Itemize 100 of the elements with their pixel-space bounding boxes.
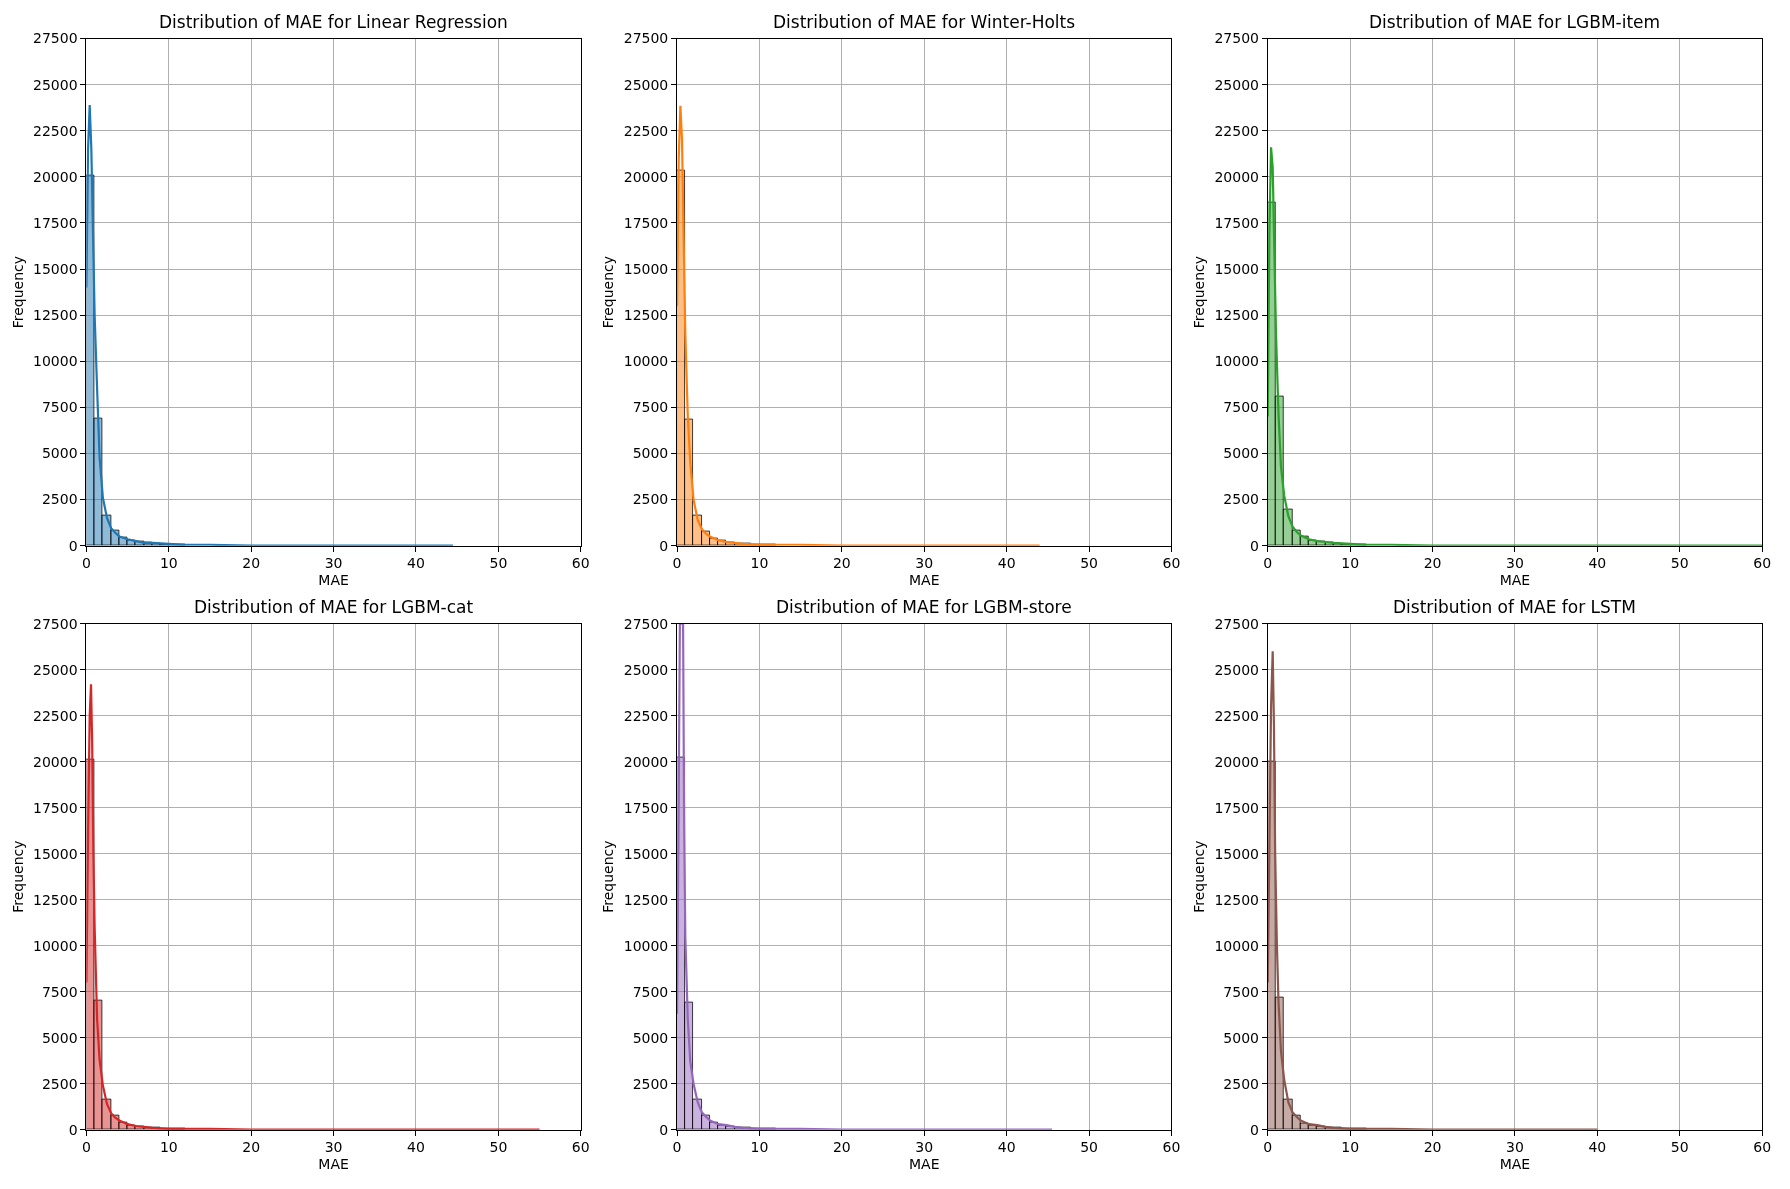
y-tick-label: 25000 (1214, 76, 1259, 93)
x-tick-label: 50 (1080, 1139, 1098, 1156)
y-tick-label: 0 (68, 537, 78, 554)
x-tick-label: 0 (81, 1139, 91, 1156)
y-tick-label: 10000 (623, 937, 669, 954)
y-tick-label: 20000 (1214, 753, 1259, 770)
y-tick-label: 27500 (623, 615, 669, 632)
y-tick-label: 10000 (623, 353, 669, 370)
x-tick-label: 20 (1423, 555, 1442, 572)
y-tick-label: 5000 (632, 445, 669, 462)
chart-title: Distribution of MAE for LGBM-store (776, 597, 1072, 617)
y-tick-label: 25000 (1214, 661, 1259, 678)
y-tick-label: 25000 (33, 76, 78, 93)
y-tick-label: 15000 (1214, 845, 1259, 862)
y-tick-label: 7500 (632, 983, 669, 1000)
x-tick-label: 0 (672, 1139, 682, 1156)
x-tick-label: 40 (407, 555, 425, 572)
x-axis-title: MAE (909, 571, 940, 588)
chart-title: Distribution of MAE for Winter-Holts (773, 12, 1076, 32)
x-tick-label: 20 (832, 555, 851, 572)
x-tick-label: 0 (672, 555, 682, 572)
y-tick-label: 27500 (1214, 30, 1259, 47)
y-tick-label: 27500 (33, 615, 78, 632)
y-tick-label: 10000 (33, 353, 78, 370)
y-tick-label: 20000 (1214, 168, 1259, 185)
y-tick-label: 0 (68, 1121, 78, 1138)
y-tick-label: 15000 (623, 260, 669, 277)
y-tick-label: 12500 (1214, 307, 1259, 324)
y-axis-title: Frequency (9, 255, 26, 329)
x-tick-label: 60 (1162, 555, 1181, 572)
y-tick-label: 0 (1250, 537, 1259, 554)
x-tick-label: 10 (159, 1139, 178, 1156)
x-tick-label: 0 (1263, 1139, 1273, 1156)
y-tick-label: 12500 (33, 307, 78, 324)
y-tick-label: 10000 (1214, 353, 1259, 370)
y-tick-label: 2500 (1223, 491, 1259, 508)
y-tick-label: 17500 (623, 214, 669, 231)
y-tick-label: 22500 (33, 707, 78, 724)
y-tick-label: 5000 (1223, 445, 1259, 462)
x-tick-label: 40 (997, 1139, 1016, 1156)
chart-title: Distribution of MAE for Linear Regression (159, 12, 508, 32)
x-tick-label: 0 (1263, 555, 1273, 572)
y-tick-label: 27500 (1214, 615, 1259, 632)
y-tick-label: 22500 (623, 122, 669, 139)
y-tick-label: 2500 (1223, 1075, 1259, 1092)
y-tick-label: 22500 (1214, 122, 1259, 139)
x-tick-label: 50 (489, 555, 508, 572)
y-tick-label: 25000 (623, 76, 669, 93)
y-tick-label: 12500 (1214, 891, 1259, 908)
x-tick-label: 10 (750, 555, 769, 572)
y-tick-label: 0 (1250, 1121, 1259, 1138)
x-tick-label: 50 (1080, 555, 1098, 572)
y-tick-label: 12500 (623, 307, 669, 324)
x-tick-label: 50 (1670, 555, 1689, 572)
y-tick-label: 27500 (623, 30, 669, 47)
x-tick-label: 30 (324, 1139, 343, 1156)
x-axis-title: MAE (318, 1155, 349, 1172)
y-axis-title: Frequency (600, 840, 617, 913)
x-tick-label: 40 (1588, 555, 1607, 572)
x-tick-label: 60 (1162, 1139, 1181, 1156)
x-tick-label: 20 (1423, 1139, 1442, 1156)
y-tick-label: 17500 (1214, 214, 1259, 231)
x-tick-label: 50 (1670, 1139, 1689, 1156)
chart-title: Distribution of MAE for LGBM-item (1369, 12, 1661, 32)
y-tick-label: 7500 (1223, 983, 1259, 1000)
y-tick-label: 5000 (41, 445, 78, 462)
x-tick-label: 40 (1588, 1139, 1607, 1156)
x-tick-label: 50 (489, 1139, 508, 1156)
x-tick-label: 10 (1341, 1139, 1360, 1156)
x-tick-label: 30 (1506, 555, 1524, 572)
y-tick-label: 12500 (33, 891, 78, 908)
y-tick-label: 5000 (41, 1029, 78, 1046)
y-tick-label: 27500 (33, 30, 78, 47)
y-axis-title: Frequency (600, 255, 617, 329)
y-tick-label: 20000 (623, 753, 669, 770)
y-tick-label: 15000 (33, 845, 78, 862)
y-tick-label: 25000 (623, 661, 669, 678)
y-tick-label: 7500 (1223, 399, 1259, 416)
x-tick-label: 30 (324, 555, 343, 572)
y-tick-label: 22500 (33, 122, 78, 139)
x-axis-title: MAE (1499, 1155, 1531, 1172)
x-axis-title: MAE (318, 571, 349, 588)
y-tick-label: 2500 (632, 491, 669, 508)
y-tick-label: 17500 (1214, 799, 1259, 816)
y-tick-label: 5000 (1223, 1029, 1259, 1046)
x-tick-label: 60 (1753, 555, 1772, 572)
x-tick-label: 30 (1506, 1139, 1524, 1156)
x-tick-label: 10 (1341, 555, 1360, 572)
x-tick-label: 30 (915, 1139, 934, 1156)
y-tick-label: 22500 (623, 707, 669, 724)
x-tick-label: 60 (1753, 1139, 1772, 1156)
y-tick-label: 15000 (33, 260, 78, 277)
chart-title: Distribution of MAE for LGBM-cat (194, 597, 474, 617)
x-tick-label: 40 (407, 1139, 425, 1156)
y-tick-label: 2500 (41, 491, 78, 508)
y-axis-title: Frequency (1191, 255, 1208, 329)
y-tick-label: 25000 (33, 661, 78, 678)
y-tick-label: 10000 (1214, 937, 1259, 954)
chart-title: Distribution of MAE for LSTM (1393, 597, 1636, 617)
y-tick-label: 20000 (33, 168, 78, 185)
